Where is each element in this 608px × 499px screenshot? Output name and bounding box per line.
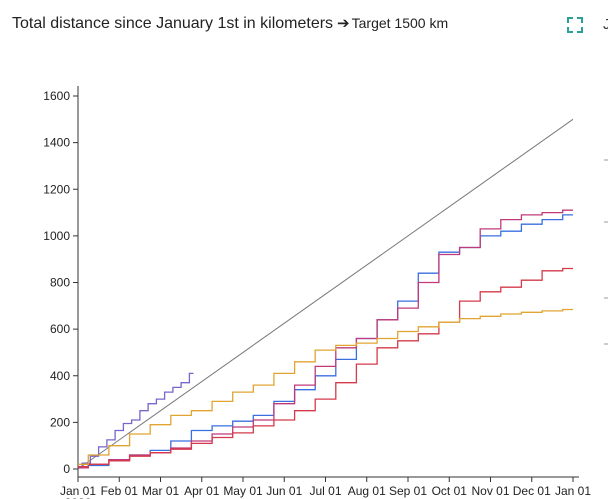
x-tick-label: Dec 01 — [513, 484, 551, 498]
y-tick-label: 1400 — [43, 136, 70, 150]
y-tick-label: 800 — [50, 276, 70, 290]
x-tick-label: Jun 01 — [266, 484, 302, 498]
x-tick-label: Mar 01 — [142, 484, 180, 498]
y-tick-label: 0 — [63, 462, 70, 476]
series-line-3 — [78, 209, 573, 469]
target-label: Target 1500 km — [351, 15, 449, 31]
y-tick-label: 1200 — [43, 182, 70, 196]
truncated-glyph: J — [603, 16, 608, 33]
y-tick-label: 1000 — [43, 229, 70, 243]
x-tick-label: Aug 01 — [348, 484, 386, 498]
x-tick-label: May 01 — [223, 484, 263, 498]
x-tick-label: Sep 01 — [389, 484, 427, 498]
x-tick-label: Feb 01 — [101, 484, 139, 498]
x-tick-label: Jul 01 — [309, 484, 341, 498]
y-tick-labels: 0 200 400 600 800 1000 1200 1400 1600 — [43, 89, 608, 476]
chart-title: Total distance since January 1st in kilo… — [12, 15, 334, 32]
y-tick-label: 1600 — [43, 89, 70, 103]
target-line — [77, 118, 574, 470]
y-tick-label: 600 — [50, 322, 70, 336]
x-tick-label: Apr 01 — [184, 484, 220, 498]
chart-header: Total distance since January 1st in kilo… — [12, 14, 568, 40]
y-tick-label: 400 — [50, 369, 70, 383]
series-line-1 — [78, 372, 194, 469]
series-line-5 — [78, 308, 573, 465]
x-tick-label: Jan 01 — [60, 484, 96, 498]
expand-fullscreen-button[interactable] — [566, 16, 584, 34]
x-tick-label: Oct 01 — [432, 484, 468, 498]
x-tick-label: Jan 01 — [555, 484, 591, 498]
year-label: 2026 — [65, 496, 92, 499]
y-tick-label: 200 — [50, 415, 70, 429]
x-tick-labels: Jan 01 Feb 01 Mar 01 Apr 01 May 01 Jun 01 Jul … — [60, 477, 591, 499]
series-line-2 — [78, 214, 573, 469]
chart-axes — [77, 86, 579, 478]
series-lines — [77, 118, 574, 470]
expand-fullscreen-icon — [567, 17, 583, 33]
x-tick-label: Nov 01 — [471, 484, 509, 498]
series-line-4 — [78, 267, 573, 468]
arrow-icon: ➔ — [337, 15, 350, 32]
